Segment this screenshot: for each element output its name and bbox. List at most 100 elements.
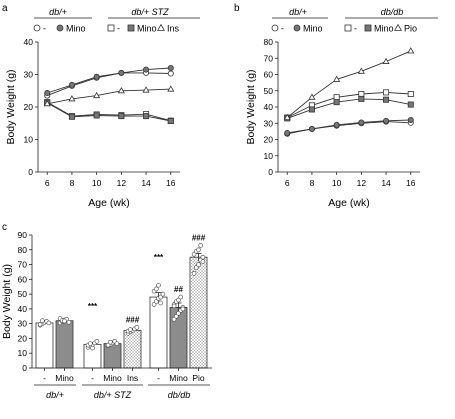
panel-label-c: c [2,222,7,233]
data-point [37,322,43,327]
series-point [308,106,315,113]
series-point [68,95,76,102]
y-tick-label: 0 [28,167,33,177]
data-point [178,294,183,300]
series-point [68,113,75,120]
series-point [118,113,125,120]
series-point [143,66,150,73]
group-label: db/db [168,390,191,400]
x-tick-label: Mino [169,373,188,383]
y-tick-label: 60 [18,274,28,284]
y-tick-label: 40 [18,304,28,314]
series-point [118,69,125,76]
x-tick-label: 10 [92,178,102,188]
y-tick-label: 80 [18,245,28,255]
legend-group-title: db/+ [49,7,67,17]
series-point [142,86,150,93]
y-axis-title: Body Weight (g) [245,69,257,144]
x-tick-label: Mino [55,373,74,383]
x-tick-label: Ins [127,373,138,383]
series-point [383,96,390,103]
series-point [383,117,390,124]
legend-label: - [117,24,120,34]
x-tick-label: 10 [332,178,342,188]
y-tick-label: 30 [18,319,28,329]
x-tick-label: 8 [70,178,75,188]
series-point [383,89,390,96]
y-tick-label: 30 [24,70,34,80]
data-point [200,254,206,260]
series-line [46,101,171,122]
legend-marker [394,23,402,31]
series-point [143,113,150,120]
series-line [287,98,411,119]
y-tick-label: 0 [22,363,27,373]
legend-marker [293,24,301,32]
series-point [93,91,101,99]
significance-marker: *** [154,253,164,262]
data-point [198,243,203,248]
series-line [287,91,411,119]
x-tick-label: 12 [357,178,367,188]
y-tick-label: 30 [264,118,274,128]
y-tick-label: 20 [24,102,34,112]
series-point [357,67,365,74]
series-line [47,72,171,97]
legend-label: Pio [404,24,417,34]
series-line [46,102,171,122]
y-tick-label: 0 [268,167,273,177]
x-tick-label: 6 [45,178,50,188]
series-point [308,93,316,100]
series-point [333,94,340,101]
series-line [287,119,411,134]
x-tick-label: 16 [406,178,416,188]
panel-a-line-chart: 0 10 20 30 40 6 8 10 12 14 16 Age (wk) Body Weight (… [5,7,200,209]
series-point [167,65,174,72]
series-point [358,95,365,102]
data-point [191,271,197,276]
series-point [43,99,51,107]
series-point [333,75,341,82]
y-tick-label: 10 [24,135,34,145]
legend-label: - [354,24,357,34]
data-point [196,262,201,267]
y-tick-label: 10 [264,151,274,161]
series-point [333,99,340,106]
x-tick-label: 14 [381,178,391,188]
x-tick-label: - [91,373,94,383]
bar [149,296,168,369]
legend-label: Mino [137,24,157,34]
legend-marker [107,24,115,32]
x-axis-title: Age (wk) [88,197,129,209]
series-point [407,47,415,54]
data-point [128,327,133,332]
data-point [134,325,140,330]
legend-label: Mino [66,24,86,34]
y-tick-label: 80 [264,37,274,47]
legend-marker [364,24,372,32]
x-tick-label: 16 [166,178,176,188]
series-line [47,67,171,94]
legend-marker [157,23,165,31]
bar [123,329,142,369]
y-tick-label: 50 [18,289,28,299]
panel-b-line-chart: 0 10 20 30 40 50 60 70 80 6 8 10 12 14 16 Age (wk) Body … [245,7,438,209]
y-axis-title: Body Weight (g) [5,69,17,144]
significance-marker: ## [174,285,183,294]
y-tick-label: 20 [264,135,274,145]
series-point [93,112,100,119]
data-point [46,320,52,326]
series-point [117,86,125,94]
data-point [114,341,120,346]
data-point [171,303,177,309]
series-point [167,70,174,77]
data-point [196,247,201,253]
data-point [108,339,113,345]
data-point [200,259,206,264]
legend-group-title: db/+ STZ [131,7,169,17]
x-tick-label: 6 [285,178,290,188]
data-point [160,291,166,297]
x-tick-label: Mino [103,373,122,383]
y-tick-label: 40 [24,37,34,47]
